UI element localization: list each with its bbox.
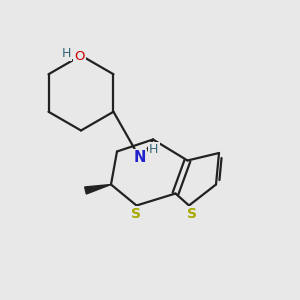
- Polygon shape: [85, 184, 111, 194]
- Text: S: S: [187, 208, 197, 221]
- Text: H: H: [62, 46, 71, 60]
- Text: S: S: [131, 208, 141, 221]
- Text: N: N: [133, 150, 146, 165]
- Text: H: H: [149, 142, 159, 156]
- Text: O: O: [74, 50, 85, 64]
